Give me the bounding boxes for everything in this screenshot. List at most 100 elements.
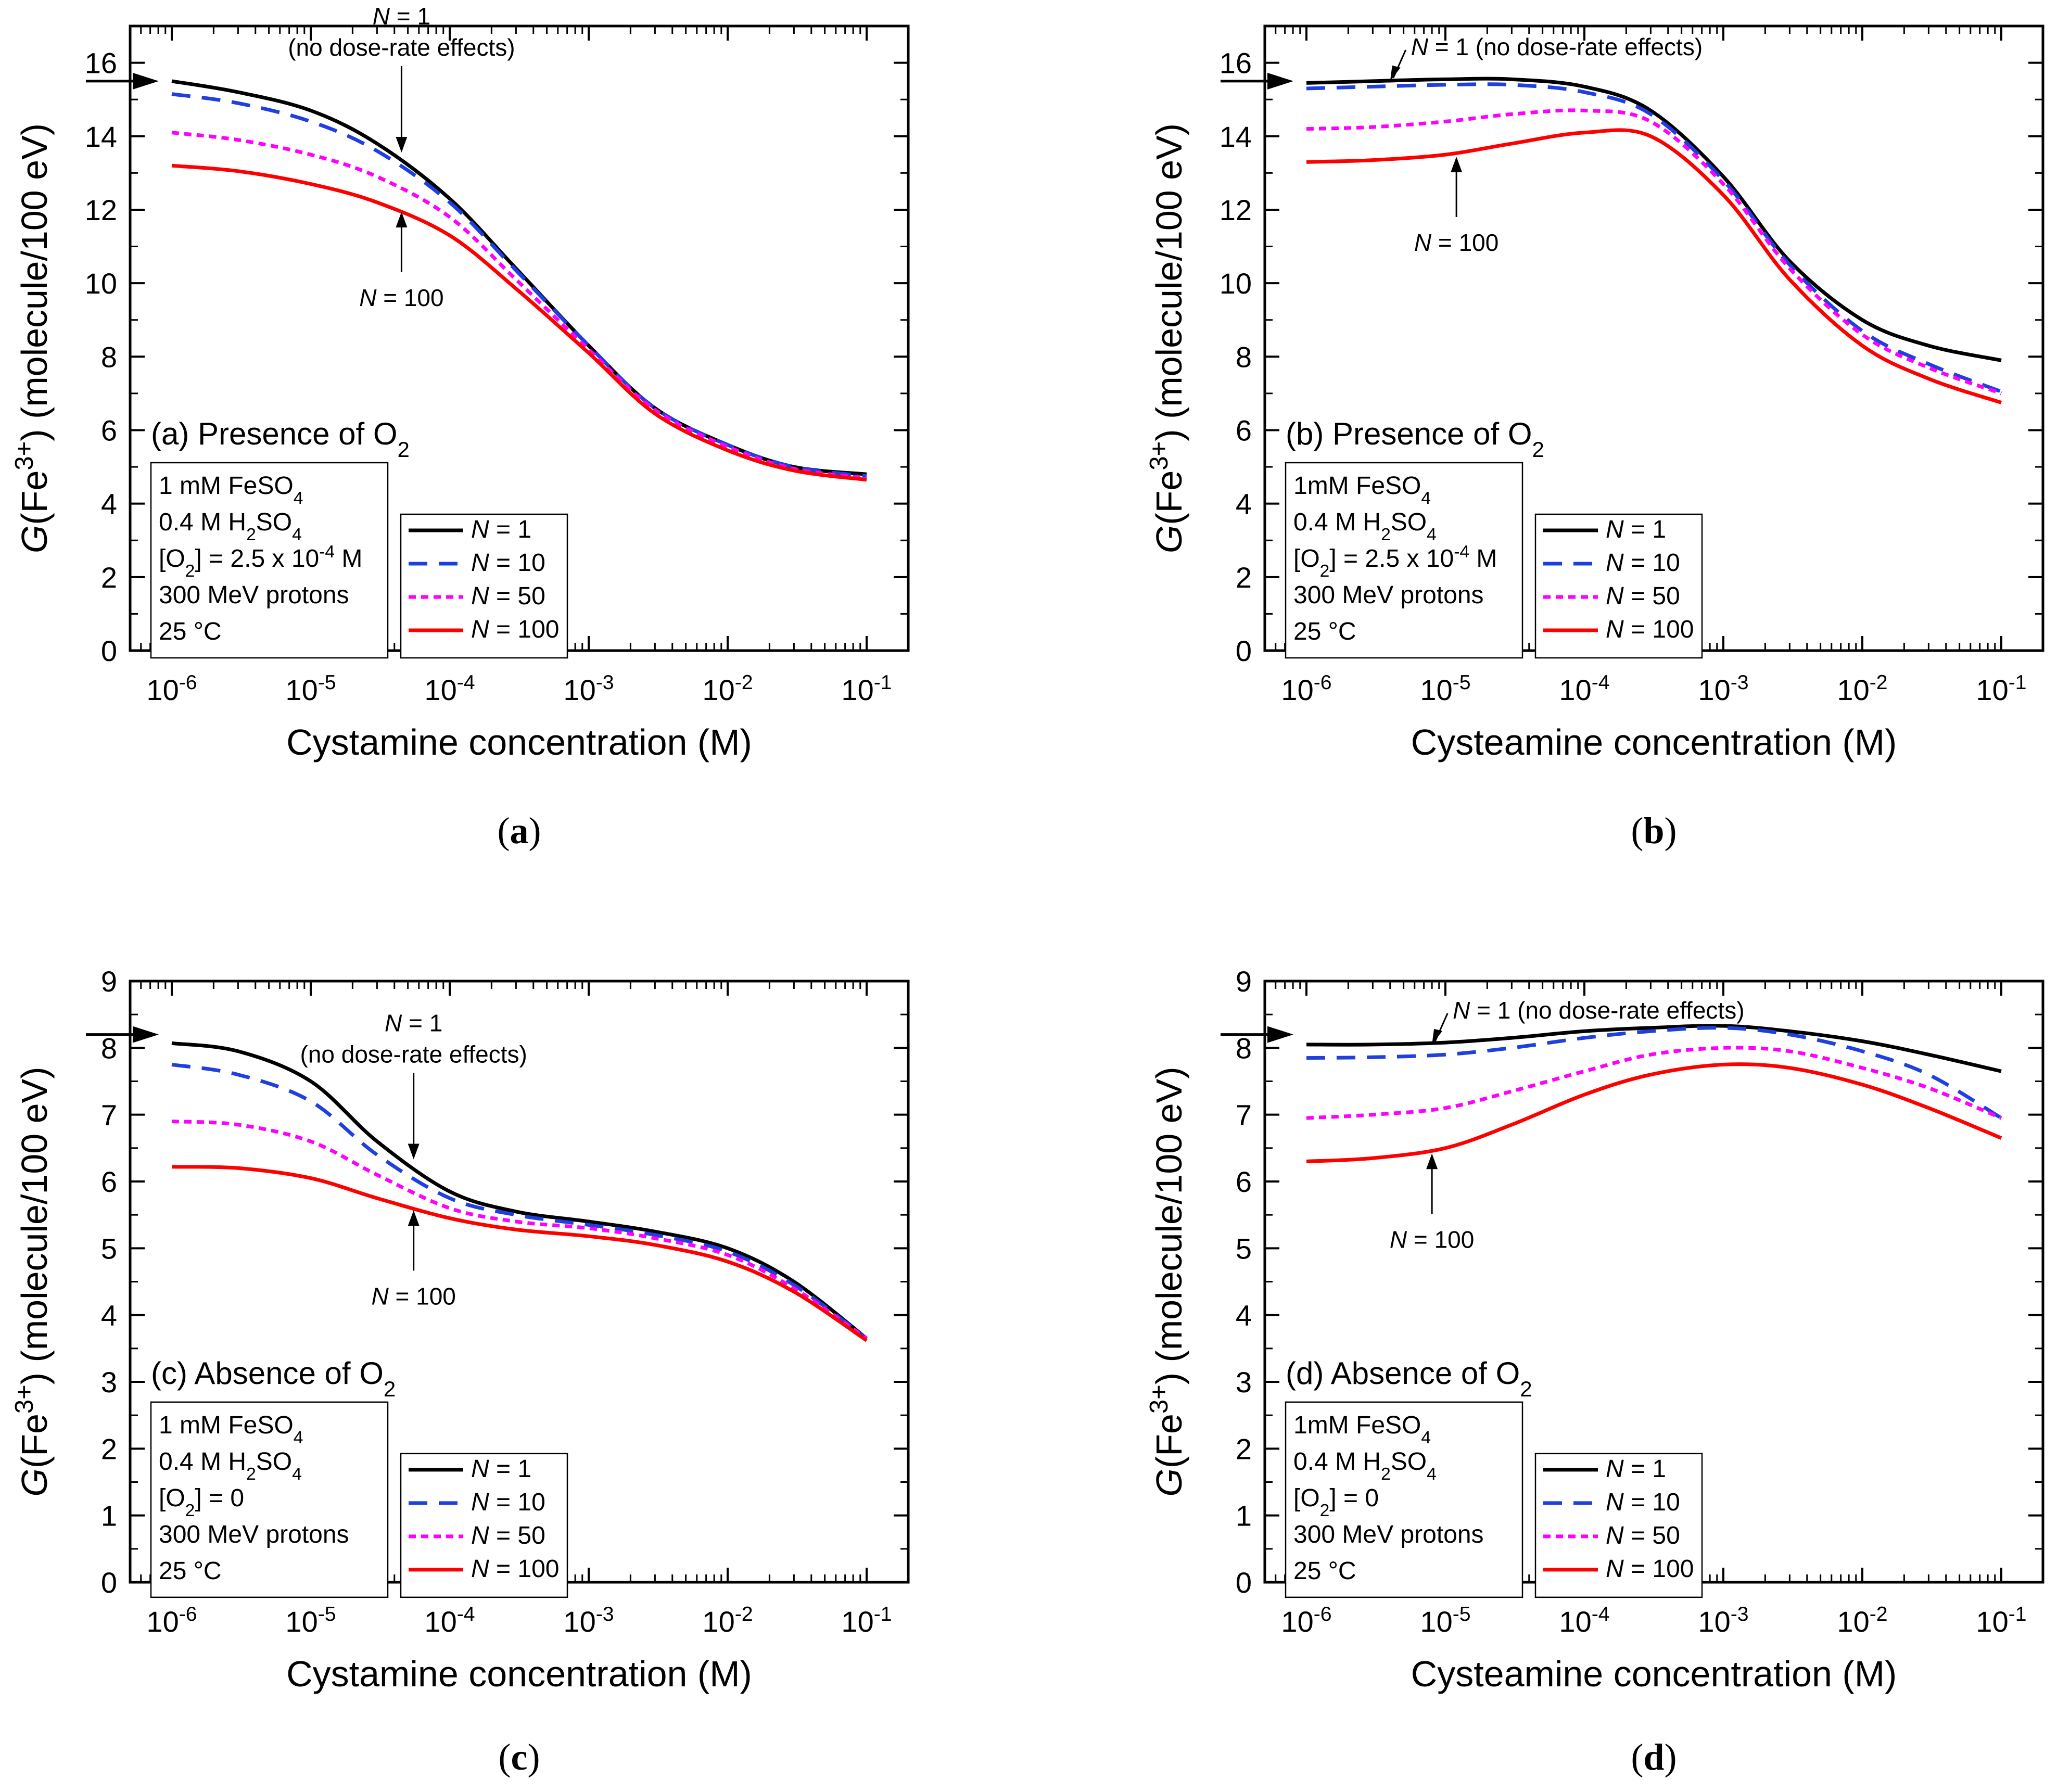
series-line-1 <box>171 79 867 476</box>
panel-label: (a) Presence of O2 <box>151 416 410 462</box>
legend-label-3: N = 50 <box>471 582 545 610</box>
legend-box <box>400 513 568 659</box>
y-tick-label: 16 <box>1220 47 1252 80</box>
condition-line: 25 °C <box>1293 1557 1356 1585</box>
condition-line: 25 °C <box>159 1557 222 1585</box>
y-tick-label: 8 <box>1236 1032 1252 1064</box>
x-tick-label: 10-5 <box>1420 1603 1470 1638</box>
annotation-label: N = 1 (no dose-rate effects) <box>1411 33 1703 60</box>
panel-caption: (a) <box>498 810 541 851</box>
reference-arrow-icon <box>133 72 159 90</box>
annotation-label: N = 1 (no dose-rate effects) <box>1453 997 1744 1024</box>
x-tick-label: 10-2 <box>1837 671 1887 707</box>
annotation-1: N = 1 (no dose-rate effects) <box>288 3 515 153</box>
y-tick-label: 16 <box>85 47 117 80</box>
y-tick-label: 2 <box>1236 1432 1252 1465</box>
x-tick-label: 10-1 <box>1976 1603 2026 1638</box>
y-tick-label: 3 <box>101 1366 117 1399</box>
y-tick-label: 14 <box>85 120 117 153</box>
y-tick-label: 2 <box>1236 561 1252 594</box>
condition-line: 1mM FeSO4 <box>1293 472 1431 508</box>
condition-line: [O2] = 2.5 x 10-4 M <box>1293 542 1497 581</box>
annotation-sublabel: (no dose-rate effects) <box>288 34 515 61</box>
condition-line: 1mM FeSO4 <box>1293 1412 1431 1447</box>
y-tick-label: 9 <box>101 965 117 998</box>
x-tick-label: 10-3 <box>563 1603 614 1638</box>
legend-label-4: N = 100 <box>471 1555 559 1583</box>
condition-line: 25 °C <box>1293 618 1356 645</box>
y-tick-label: 4 <box>101 488 117 520</box>
series-line-3 <box>1306 108 2002 396</box>
y-tick-label: 0 <box>1236 634 1252 667</box>
x-tick-label: 10-2 <box>702 671 753 707</box>
y-tick-label: 10 <box>1220 267 1252 300</box>
legend-label-1: N = 1 <box>1606 1455 1666 1483</box>
condition-line: [O2] = 0 <box>1293 1484 1379 1520</box>
legend-label-2: N = 10 <box>471 549 545 577</box>
y-axis-title: G(Fe3+) (molecule/100 eV) <box>10 1066 55 1496</box>
y-axis-title: G(Fe3+) (molecule/100 eV) <box>1145 123 1189 553</box>
series-line-3 <box>1306 1046 2002 1120</box>
condition-line: 300 MeV protons <box>159 581 349 609</box>
x-tick-label: 10-6 <box>146 1603 197 1638</box>
panel-label: (c) Absence of O2 <box>151 1356 396 1401</box>
y-tick-label: 6 <box>1236 1165 1252 1198</box>
condition-line: 0.4 M H2SO4 <box>159 509 302 544</box>
y-tick-label: 8 <box>1236 340 1252 373</box>
chart-panel-a: 10-6 10-5 10-4 10-3 10-2 10-1 0 2 4 6 8 10 12 14 16 Cys… <box>10 3 910 851</box>
series-line-1 <box>1306 77 2002 362</box>
legend-box <box>1534 513 1703 659</box>
legend-label-2: N = 10 <box>471 1489 545 1516</box>
y-tick-label: 3 <box>1236 1366 1252 1399</box>
y-tick-label: 6 <box>1236 414 1252 447</box>
y-tick-label: 4 <box>101 1299 117 1332</box>
series-line-3 <box>171 131 867 480</box>
y-tick-label: 5 <box>1236 1232 1252 1265</box>
condition-line: [O2] = 2.5 x 10-4 M <box>159 542 362 581</box>
reference-arrow-icon <box>133 1026 159 1043</box>
x-tick-label: 10-6 <box>146 671 197 707</box>
y-tick-label: 2 <box>101 561 117 594</box>
y-tick-label: 0 <box>101 634 117 667</box>
x-axis-title: Cystamine concentration (M) <box>286 722 752 762</box>
legend-label-4: N = 100 <box>1606 1555 1694 1583</box>
series-line-1 <box>1306 1024 2002 1073</box>
y-axis-title: G(Fe3+) (molecule/100 eV) <box>10 123 55 553</box>
x-tick-label: 10-4 <box>424 671 475 707</box>
y-tick-label: 1 <box>1236 1499 1252 1532</box>
reference-arrow-icon <box>1267 1026 1293 1043</box>
condition-line: 300 MeV protons <box>1293 1521 1484 1548</box>
legend-label-3: N = 50 <box>471 1522 545 1549</box>
annotation-label: N = 100 <box>1414 229 1498 256</box>
y-tick-label: 7 <box>1236 1099 1252 1132</box>
y-tick-label: 14 <box>1220 120 1252 153</box>
x-tick-label: 10-6 <box>1281 1603 1331 1638</box>
y-tick-label: 10 <box>85 267 117 300</box>
condition-line: 0.4 M H2SO4 <box>1293 509 1437 544</box>
series-line-2 <box>1306 1026 2002 1120</box>
annotation-arrow-icon <box>1426 1153 1438 1170</box>
legend-label-4: N = 100 <box>471 616 559 643</box>
x-tick-label: 10-1 <box>1976 671 2026 707</box>
annotation-label: N = 100 <box>1390 1226 1474 1253</box>
y-tick-label: 6 <box>101 1165 117 1198</box>
x-tick-label: 10-6 <box>1281 671 1331 707</box>
panel-label: (d) Absence of O2 <box>1286 1356 1532 1401</box>
y-tick-label: 6 <box>101 414 117 447</box>
annotation-2: N = 100 <box>1414 157 1498 256</box>
y-tick-label: 12 <box>1220 194 1252 226</box>
x-tick-label: 10-5 <box>285 1603 336 1638</box>
chart-panel-b: 10-6 10-5 10-4 10-3 10-2 10-1 0 2 4 6 8 10 12 14 16 Cys… <box>1145 24 2044 851</box>
y-tick-label: 8 <box>101 340 117 373</box>
panel-caption: (d) <box>1631 1736 1677 1778</box>
conditions-box <box>1285 1401 1523 1598</box>
x-axis-title: Cystamine concentration (M) <box>286 1654 752 1694</box>
y-tick-label: 0 <box>1236 1566 1252 1599</box>
series-line-3 <box>171 1120 868 1340</box>
y-tick-label: 5 <box>101 1232 117 1265</box>
condition-line: 300 MeV protons <box>1293 581 1484 609</box>
y-tick-label: 0 <box>101 1566 117 1599</box>
annotation-arrow-icon <box>1432 1028 1443 1045</box>
annotation-sublabel: (no dose-rate effects) <box>300 1041 527 1068</box>
annotation-2: N = 100 <box>359 211 444 311</box>
